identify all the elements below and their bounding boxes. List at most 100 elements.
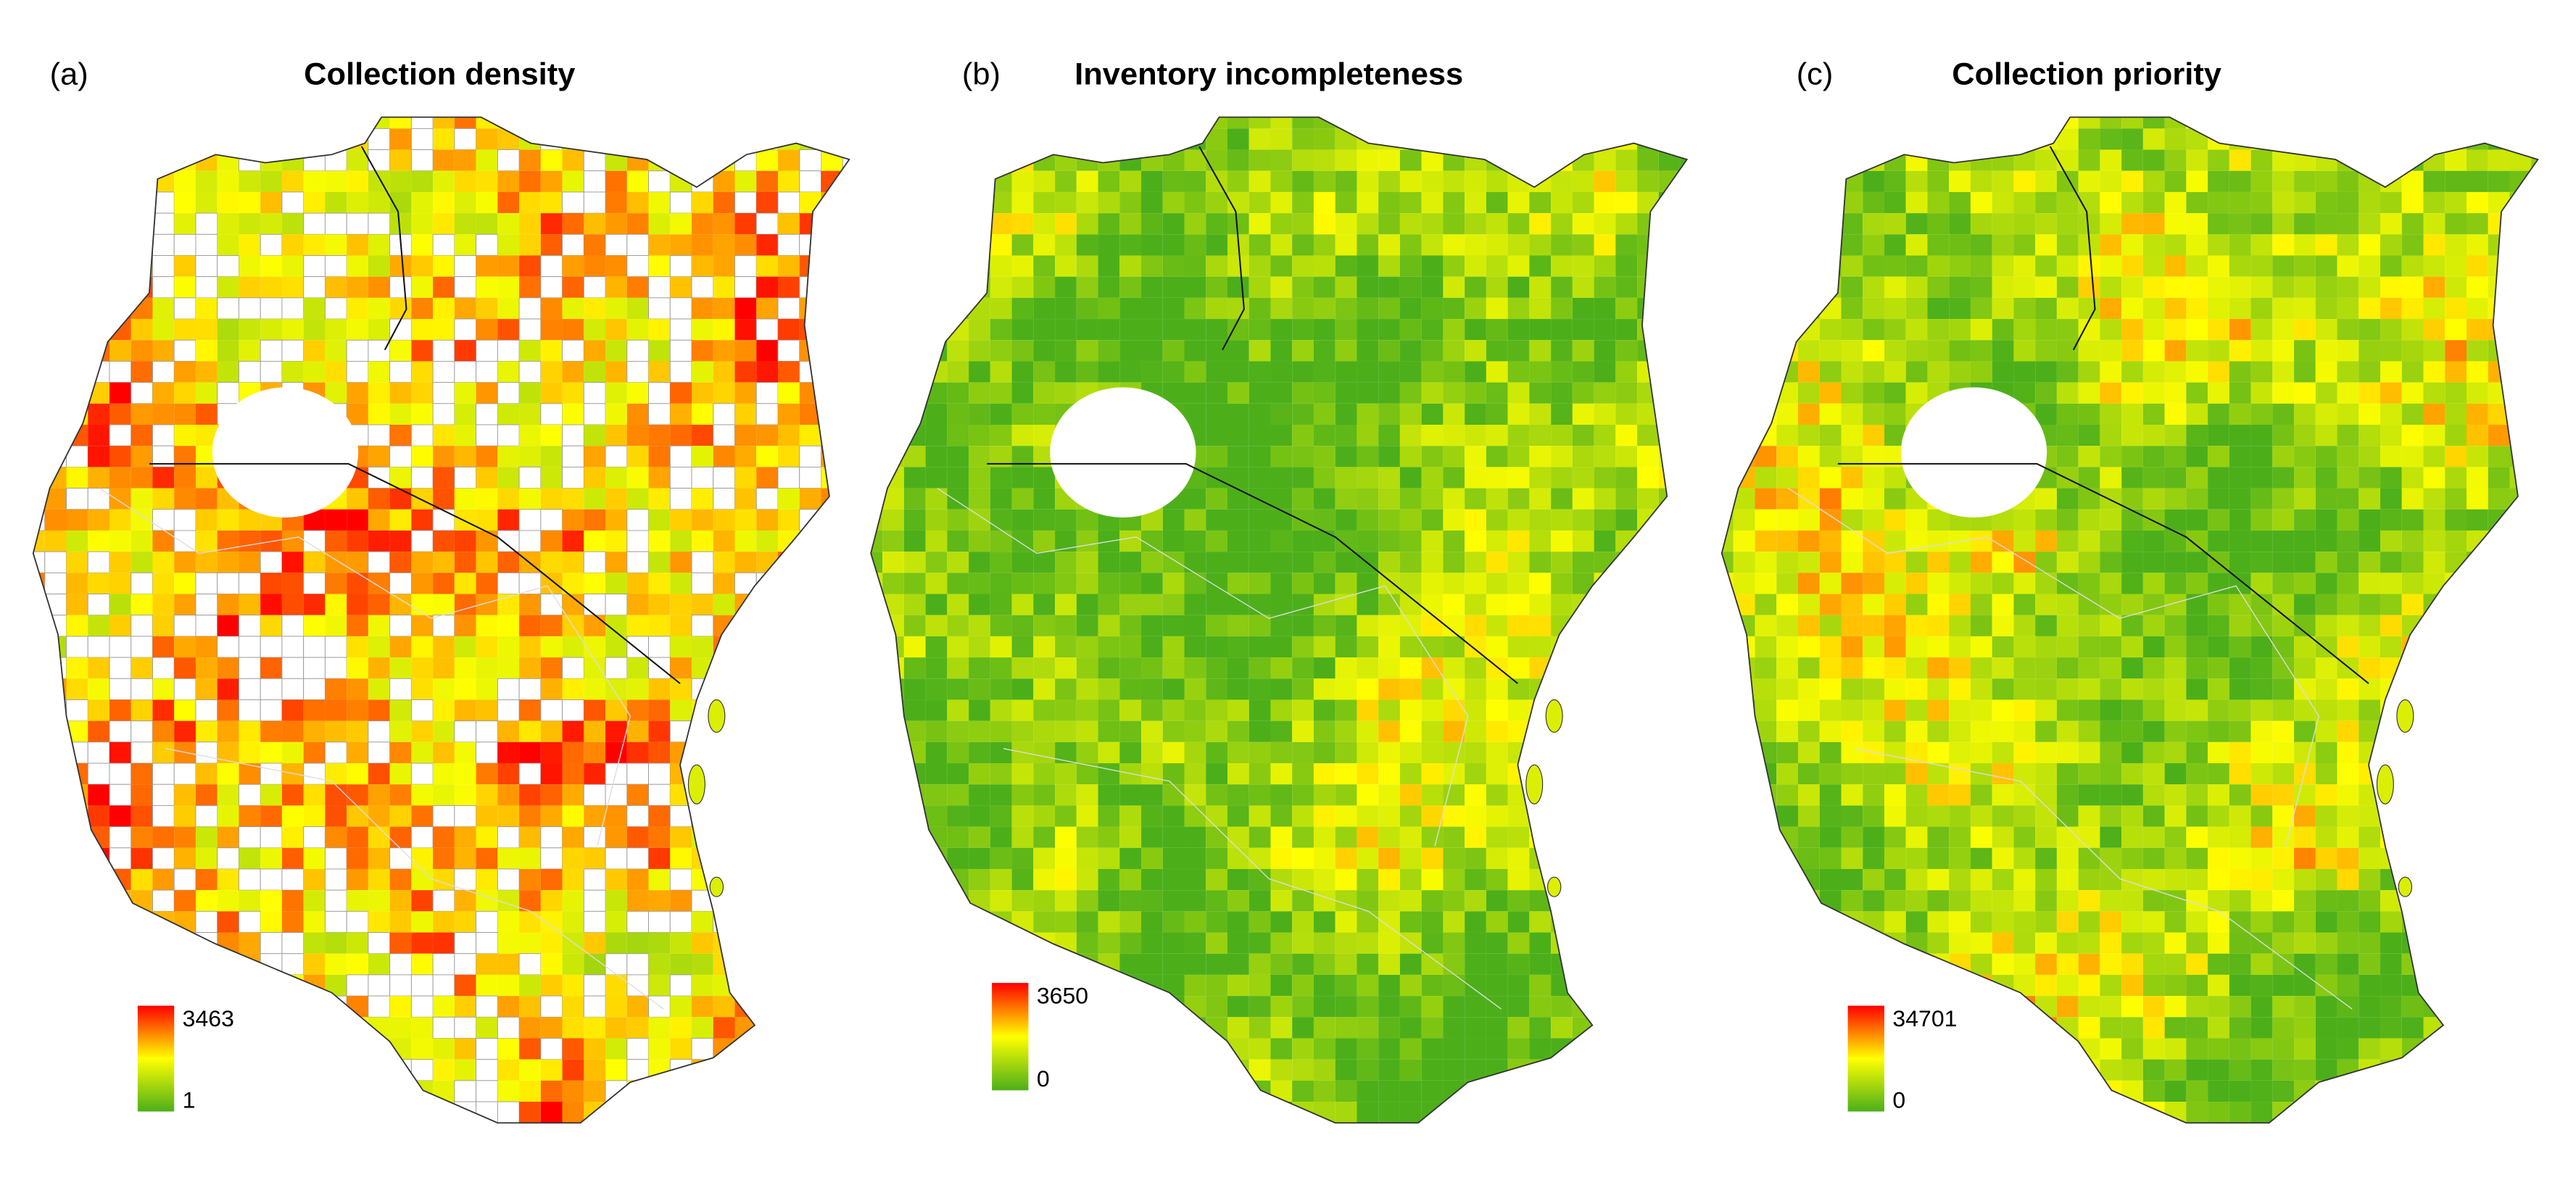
- grid-cell: [2401, 552, 2424, 573]
- grid-cell: [669, 868, 692, 891]
- grid-cell: [584, 932, 606, 954]
- lake: [212, 387, 359, 518]
- grid-cell: [1270, 1102, 1293, 1123]
- grid-cell: [1658, 890, 1681, 912]
- grid-cell: [1248, 1102, 1271, 1123]
- grid-cell: [239, 932, 261, 954]
- grid-cell: [1227, 403, 1249, 425]
- grid-cell: [1357, 699, 1379, 721]
- grid-cell: [1141, 911, 1163, 933]
- grid-cell: [1443, 191, 1465, 214]
- grid-cell: [1637, 319, 1659, 341]
- region-line: [937, 488, 1469, 847]
- grid-cell: [1992, 170, 2014, 192]
- grid-cell: [1680, 657, 1687, 679]
- border-line: [360, 146, 407, 351]
- grid-cell: [1572, 1102, 1594, 1123]
- grid-cell: [1573, 1123, 1594, 1144]
- grid-cell: [947, 699, 969, 721]
- grid-cell: [2208, 340, 2229, 362]
- grid-cell: [325, 191, 347, 214]
- grid-cell: [87, 1016, 110, 1039]
- grid-cell: [109, 995, 132, 1018]
- grid-cell: [1184, 847, 1206, 869]
- grid-cell: [1637, 297, 1659, 320]
- grid-cell: [1206, 657, 1227, 679]
- grid-cell: [131, 932, 153, 954]
- grid-cell: [1572, 784, 1594, 806]
- grid-cell: [799, 1038, 821, 1060]
- grid-cell: [1551, 128, 1573, 150]
- grid-cell: [1863, 425, 1884, 446]
- grid-cell: [454, 573, 476, 594]
- grid-cell: [88, 847, 109, 869]
- grid-cell: [1905, 297, 1928, 320]
- grid-cell: [411, 213, 434, 235]
- grid-cell: [626, 319, 649, 341]
- grid-cell: [2423, 678, 2445, 700]
- grid-cell: [1486, 953, 1508, 975]
- grid-cell: [217, 234, 239, 256]
- grid-cell: [2445, 319, 2467, 341]
- grid-cell: [2358, 573, 2381, 594]
- grid-cell: [1184, 128, 1206, 150]
- grid-cell: [433, 657, 455, 679]
- grid-cell: [1637, 932, 1659, 954]
- grid-cell: [821, 889, 843, 912]
- grid-cell: [1949, 699, 1971, 721]
- grid-cell: [238, 868, 261, 891]
- grid-cell: [2294, 594, 2316, 615]
- grid-cell: [1119, 1080, 1142, 1102]
- grid-cell: [1055, 699, 1077, 721]
- grid-cell: [1292, 1017, 1314, 1039]
- grid-cell: [1798, 382, 1820, 404]
- grid-cell: [476, 847, 498, 869]
- grid-cell: [109, 573, 131, 594]
- grid-cell: [1721, 615, 1734, 636]
- grid-cell: [2423, 191, 2445, 214]
- grid-cell: [2272, 530, 2295, 552]
- grid-cell: [1615, 403, 1638, 425]
- grid-cell: [626, 615, 649, 636]
- grid-cell: [1248, 678, 1271, 700]
- grid-cell: [1292, 615, 1314, 636]
- grid-cell: [799, 890, 821, 912]
- grid-cell: [990, 361, 1012, 383]
- grid-cell: [44, 360, 67, 383]
- grid-cell: [1529, 403, 1552, 425]
- grid-cell: [1905, 361, 1928, 383]
- grid-cell: [1378, 361, 1400, 383]
- grid-cell: [109, 149, 131, 171]
- grid-cell: [1313, 720, 1335, 742]
- grid-cell: [195, 117, 218, 129]
- grid-cell: [882, 403, 904, 425]
- grid-cell: [1486, 763, 1508, 785]
- grid-cell: [1141, 573, 1163, 594]
- grid-cell: [584, 615, 606, 636]
- grid-cell: [2186, 552, 2208, 573]
- grid-cell: [1637, 149, 1659, 171]
- grid-cell: [1421, 128, 1444, 150]
- grid-cell: [2208, 509, 2229, 531]
- grid-cell: [2445, 615, 2467, 636]
- grid-cell: [1357, 467, 1379, 489]
- grid-cell: [303, 847, 326, 869]
- grid-cell: [44, 445, 67, 467]
- grid-cell: [368, 149, 391, 172]
- grid-cell: [1486, 149, 1508, 171]
- grid-cell: [1033, 403, 1056, 425]
- grid-cell: [1357, 509, 1379, 531]
- grid-cell: [2531, 530, 2538, 552]
- grid-cell: [1658, 847, 1681, 869]
- grid-cell: [303, 191, 326, 214]
- grid-cell: [692, 1017, 713, 1039]
- grid-cell: [454, 297, 476, 320]
- grid-cell: [648, 953, 671, 975]
- grid-cell: [1033, 636, 1056, 658]
- grid-cell: [583, 784, 606, 806]
- grid-cell: [1507, 1102, 1530, 1123]
- grid-cell: [1076, 657, 1098, 679]
- grid-cell: [626, 1038, 649, 1060]
- grid-cell: [411, 382, 434, 404]
- grid-cell: [2272, 276, 2295, 298]
